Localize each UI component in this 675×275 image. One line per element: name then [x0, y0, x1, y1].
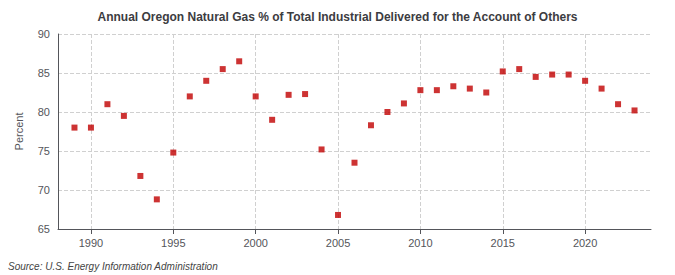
svg-text:70: 70 — [38, 184, 50, 196]
svg-text:75: 75 — [38, 145, 50, 157]
svg-text:85: 85 — [38, 67, 50, 79]
svg-text:80: 80 — [38, 106, 50, 118]
svg-text:65: 65 — [38, 223, 50, 235]
svg-text:90: 90 — [38, 28, 50, 40]
svg-text:Percent: Percent — [13, 113, 25, 151]
svg-text:1990: 1990 — [79, 237, 103, 249]
svg-text:2015: 2015 — [491, 237, 515, 249]
svg-text:2010: 2010 — [408, 237, 432, 249]
svg-text:2000: 2000 — [243, 237, 267, 249]
svg-text:Annual Oregon Natural Gas % of: Annual Oregon Natural Gas % of Total Ind… — [97, 10, 577, 24]
svg-text:Source: U.S. Energy Informatio: Source: U.S. Energy Information Administ… — [8, 261, 218, 272]
svg-text:2005: 2005 — [326, 237, 350, 249]
svg-text:1995: 1995 — [161, 237, 185, 249]
svg-text:2020: 2020 — [573, 237, 597, 249]
